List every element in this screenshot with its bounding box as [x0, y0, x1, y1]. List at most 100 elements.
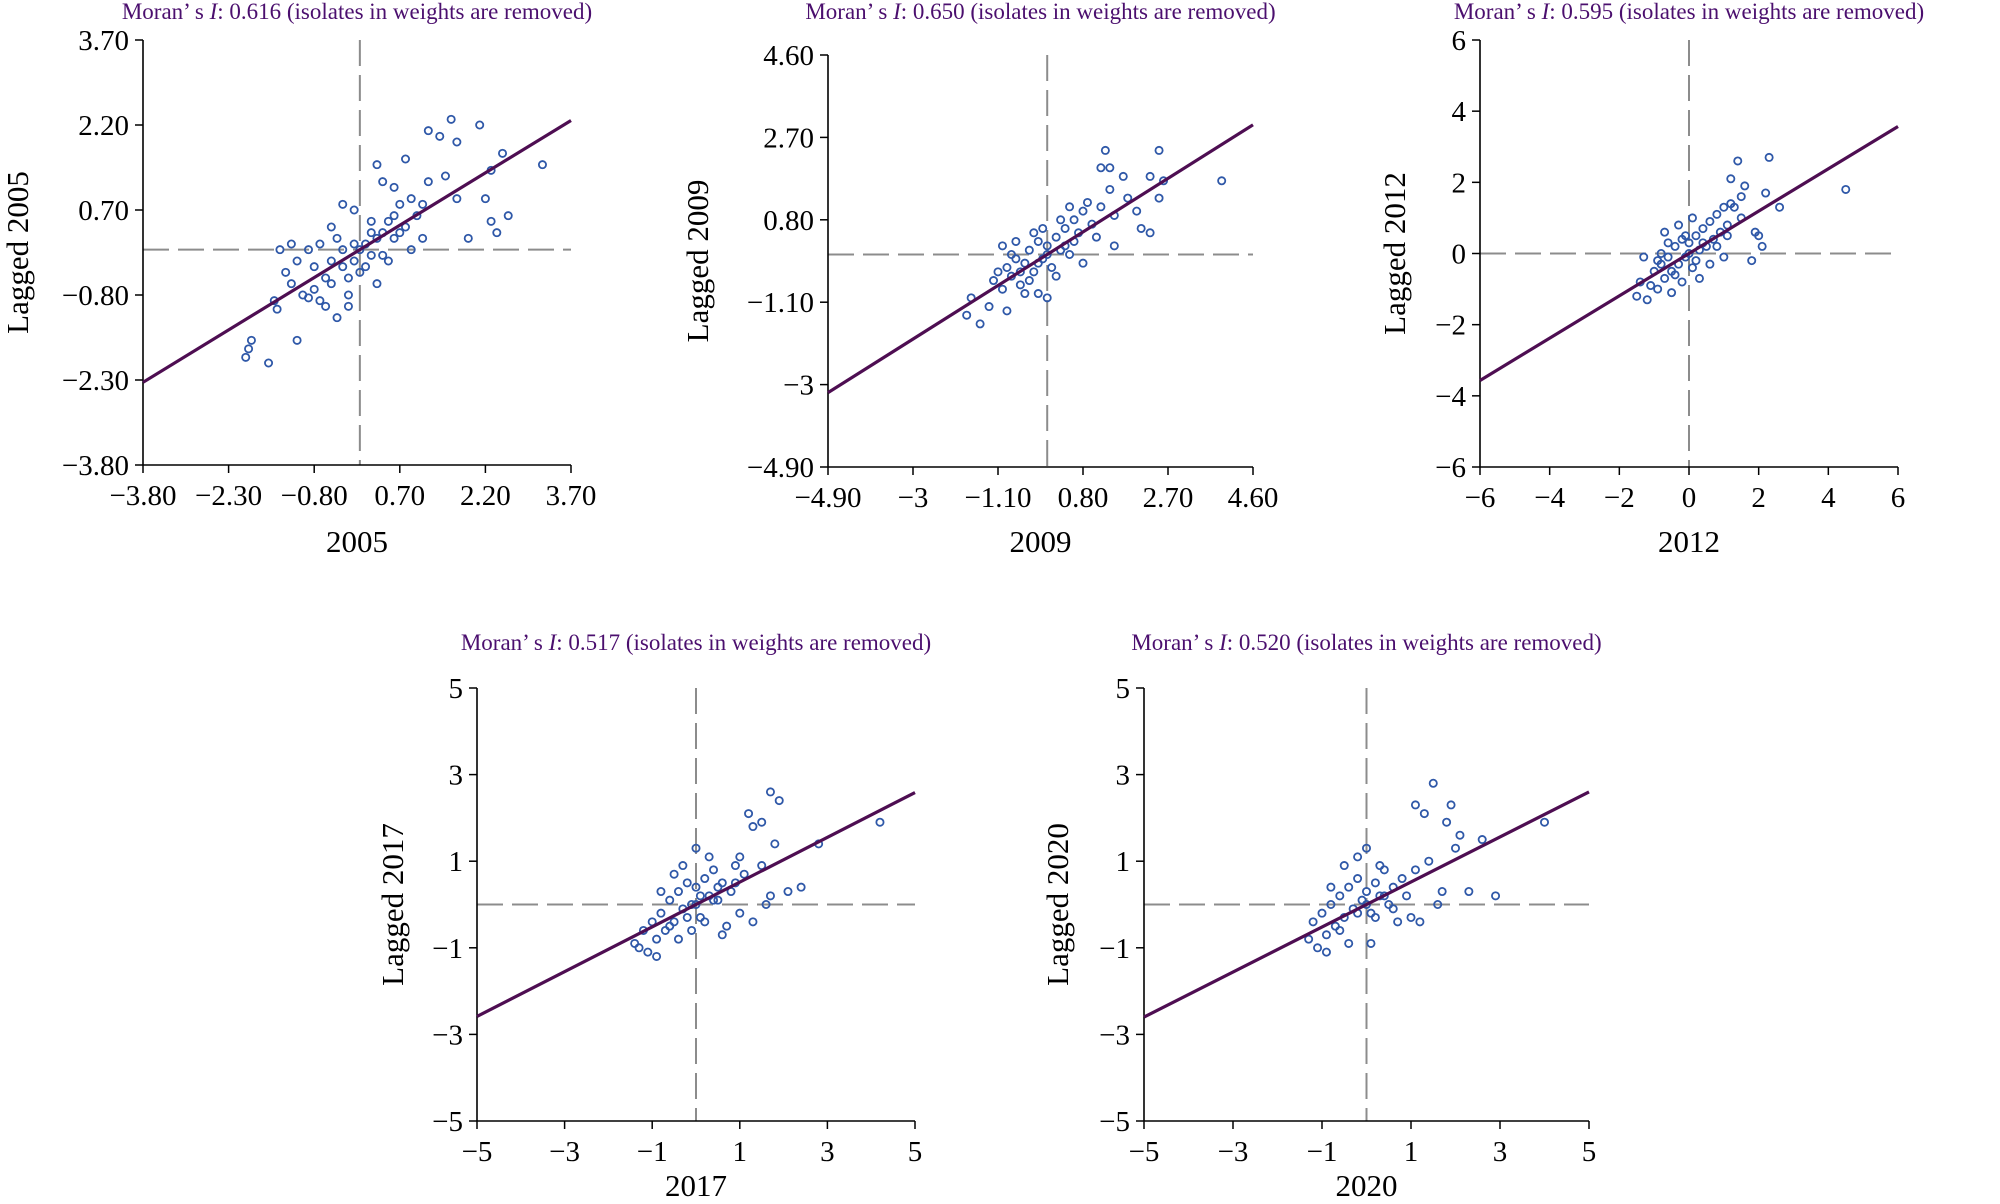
regression-line: [142, 119, 572, 384]
data-point: [395, 199, 405, 209]
x-tick-label: −3.80: [109, 480, 176, 512]
y-tick-label: 5: [1116, 673, 1131, 705]
data-point: [704, 852, 714, 862]
y-tick-label: −5: [1099, 1106, 1130, 1138]
data-point: [1024, 245, 1034, 255]
data-point: [389, 211, 399, 221]
data-point: [309, 284, 319, 294]
data-point: [321, 301, 331, 311]
data-point: [673, 934, 683, 944]
data-point: [286, 279, 296, 289]
data-point: [1362, 900, 1372, 910]
data-point: [669, 917, 679, 927]
data-point: [1491, 891, 1501, 901]
data-point: [332, 313, 342, 323]
data-point: [281, 267, 291, 277]
data-point: [338, 262, 348, 272]
data-point: [1366, 938, 1376, 948]
x-tick-label: 0.70: [374, 480, 425, 512]
data-point: [722, 921, 732, 931]
data-point: [1684, 238, 1694, 248]
title-suffix: : 0.517 (isolates in weights are removed…: [556, 630, 931, 655]
data-point: [1761, 188, 1771, 198]
data-point: [1687, 263, 1697, 273]
data-point: [1740, 181, 1750, 191]
data-point: [1402, 891, 1412, 901]
y-tick-label: −2: [1435, 310, 1466, 342]
y-tick-label: −3: [432, 1019, 463, 1051]
data-point: [1442, 817, 1452, 827]
data-point: [687, 925, 697, 935]
x-tick-label: −5: [462, 1136, 493, 1168]
data-point: [1029, 267, 1039, 277]
title-statistic: I: [209, 0, 219, 24]
data-point: [1330, 921, 1340, 931]
data-point: [1646, 281, 1656, 291]
data-point: [1145, 171, 1155, 181]
data-point: [984, 302, 994, 312]
data-point: [1042, 249, 1052, 259]
data-point: [475, 120, 485, 130]
data-point: [343, 273, 353, 283]
data-point: [1132, 206, 1142, 216]
data-point: [537, 160, 547, 170]
data-point: [989, 276, 999, 286]
data-point: [652, 951, 662, 961]
data-point: [1660, 227, 1670, 237]
data-point: [343, 301, 353, 311]
y-tick-label: −6: [1435, 452, 1466, 484]
y-tick-label: 3.70: [78, 25, 129, 57]
data-point: [700, 874, 710, 884]
data-point: [423, 177, 433, 187]
data-point: [309, 262, 319, 272]
panel-title: Moran’ s I: 0.595 (isolates in weights a…: [1454, 0, 1924, 24]
y-tick-label: −5: [432, 1106, 463, 1138]
data-point: [682, 912, 692, 922]
data-point: [1639, 252, 1649, 262]
y-tick-label: −2.30: [62, 365, 129, 397]
data-point: [748, 917, 758, 927]
data-point: [321, 273, 331, 283]
data-point: [1060, 223, 1070, 233]
data-point: [423, 126, 433, 136]
data-point: [1687, 213, 1697, 223]
data-point: [1047, 263, 1057, 273]
data-point: [1406, 912, 1416, 922]
data-point: [1011, 236, 1021, 246]
data-point: [665, 921, 675, 931]
data-point: [1653, 284, 1663, 294]
regression-line: [1479, 125, 1899, 382]
data-point: [1024, 276, 1034, 286]
data-point: [748, 822, 758, 832]
data-point: [783, 887, 793, 897]
data-point: [292, 335, 302, 345]
data-point: [1370, 912, 1380, 922]
x-axis-label: 2009: [1010, 524, 1072, 559]
data-point: [796, 882, 806, 892]
data-point: [1105, 184, 1115, 194]
data-point: [1109, 241, 1119, 251]
x-tick-label: −0.80: [281, 480, 348, 512]
y-tick-label: 2: [1452, 167, 1467, 199]
data-point: [1775, 202, 1785, 212]
data-point: [366, 250, 376, 260]
data-point: [1362, 887, 1372, 897]
data-point: [1712, 241, 1722, 251]
data-point: [1339, 861, 1349, 871]
x-axis-label: 2020: [1336, 1168, 1398, 1203]
data-point: [275, 245, 285, 255]
data-point: [1029, 228, 1039, 238]
data-point: [682, 878, 692, 888]
data-point: [652, 934, 662, 944]
data-point: [315, 239, 325, 249]
title-prefix: Moran’ s: [1131, 630, 1219, 655]
title-suffix: : 0.616 (isolates in weights are removed…: [217, 0, 592, 24]
data-point: [332, 233, 342, 243]
data-point: [1684, 248, 1694, 258]
x-axis-label: 2017: [665, 1168, 727, 1203]
data-point: [1105, 163, 1115, 173]
data-point: [1656, 248, 1666, 258]
data-point: [1540, 817, 1550, 827]
data-point: [1038, 223, 1048, 233]
